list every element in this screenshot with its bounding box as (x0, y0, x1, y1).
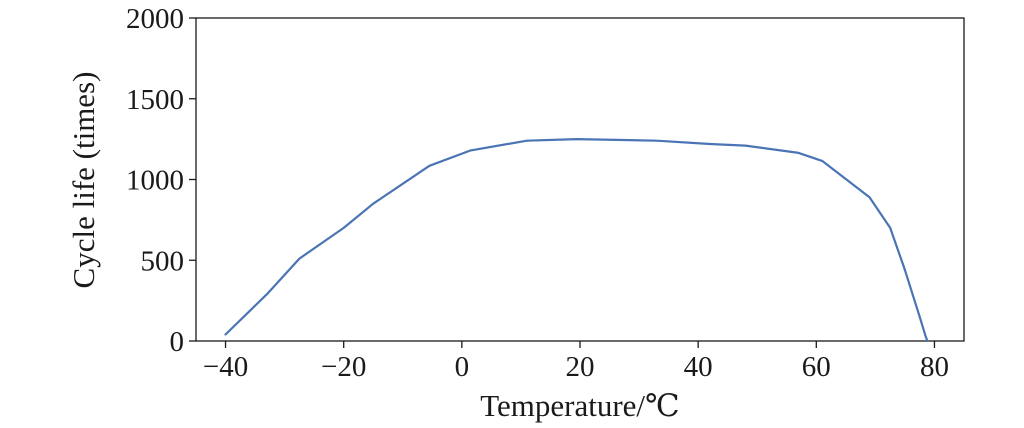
series-line (224, 138, 929, 343)
x-tick-label: 20 (566, 351, 595, 383)
plot-area-frame (195, 17, 965, 342)
y-tick-label: 500 (141, 245, 185, 277)
x-tick-label: 60 (802, 351, 831, 383)
x-axis-ticks: −40 −20 0 20 40 60 80 (203, 341, 949, 383)
x-tick-label: 80 (920, 351, 949, 383)
x-axis-title: Temperature/℃ (480, 388, 679, 423)
y-axis-ticks: 0 500 1000 1500 2000 (126, 3, 196, 358)
y-tick-label: 1000 (126, 165, 184, 197)
series-layer (224, 138, 929, 343)
y-tick-label: 0 (170, 326, 185, 358)
y-tick-label: 2000 (126, 3, 184, 35)
x-tick-label: 40 (684, 351, 713, 383)
x-tick-label: −40 (203, 351, 248, 383)
x-tick-label: 0 (455, 351, 470, 383)
x-tick-label: −20 (321, 351, 366, 383)
y-axis-title: Cycle life (times) (66, 72, 101, 289)
y-tick-label: 1500 (126, 84, 184, 116)
